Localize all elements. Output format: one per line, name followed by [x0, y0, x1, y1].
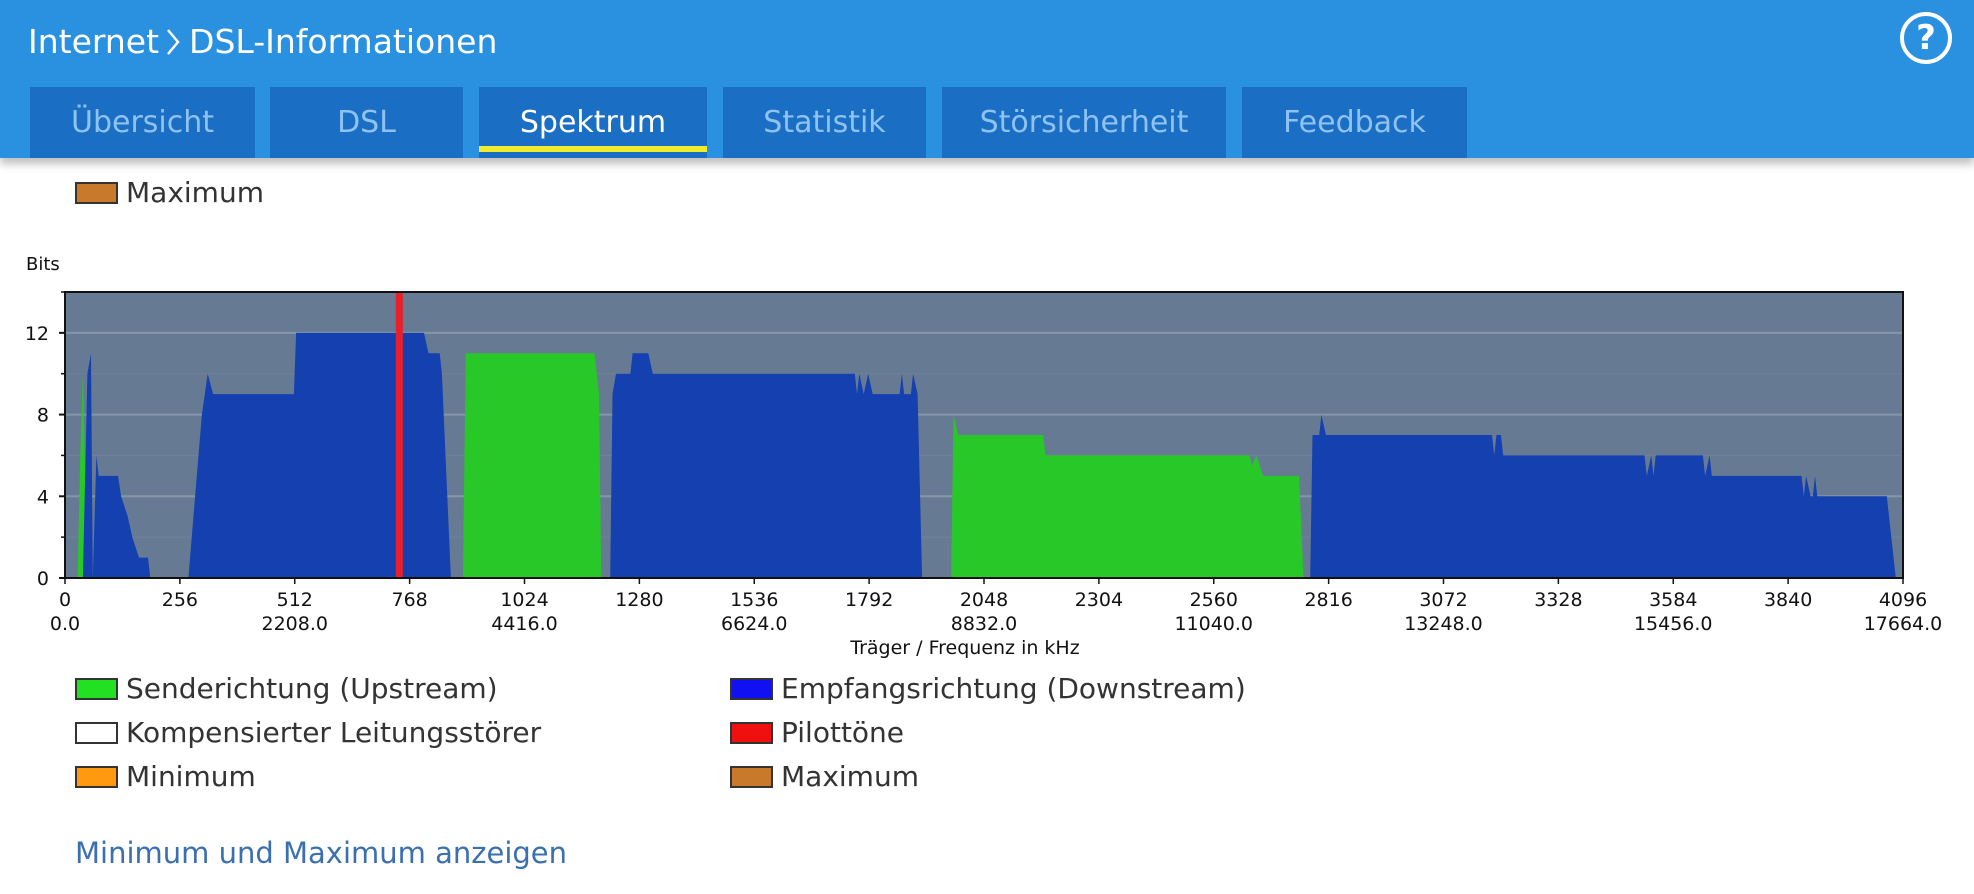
x-tick-label: 3328: [1534, 589, 1582, 611]
tab-statistik[interactable]: Statistik: [723, 87, 926, 158]
x-freq-label: 17664.0: [1864, 613, 1943, 635]
breadcrumb-dsl-informationen: DSL-Informationen: [189, 21, 498, 61]
legend-item-downstream: Empfangsrichtung (Downstream): [730, 672, 1246, 705]
legend-label: Senderichtung (Upstream): [126, 672, 498, 705]
x-tick-label: 512: [277, 589, 313, 611]
legend-swatch: [75, 765, 118, 788]
x-tick-label: 1024: [500, 589, 548, 611]
y-tick-label: 4: [37, 486, 49, 508]
x-tick-label: 2560: [1190, 589, 1238, 611]
series-area: [951, 414, 1304, 578]
tab-dsl[interactable]: DSL: [270, 87, 463, 158]
y-tick-label: 0: [37, 568, 49, 590]
x-tick-label: 1280: [615, 589, 663, 611]
pilot-tone-bar: [395, 292, 403, 578]
tab-stoersicherheit[interactable]: Störsicherheit: [942, 87, 1226, 158]
legend-swatch: [75, 181, 118, 204]
legend-swatch: [75, 677, 118, 700]
x-freq-label: 0.0: [50, 613, 80, 635]
tab-uebersicht[interactable]: Übersicht: [30, 87, 255, 158]
x-freq-label: 11040.0: [1174, 613, 1253, 635]
legend-label: Empfangsrichtung (Downstream): [781, 672, 1246, 705]
tab-spektrum[interactable]: Spektrum: [479, 87, 707, 158]
legend-item-upstream: Senderichtung (Upstream): [75, 672, 498, 705]
x-tick-label: 4096: [1879, 589, 1927, 611]
show-min-max-link[interactable]: Minimum und Maximum anzeigen: [75, 836, 568, 870]
help-icon[interactable]: ?: [1900, 12, 1952, 64]
x-tick-label: 3840: [1764, 589, 1812, 611]
legend-swatch: [730, 765, 773, 788]
legend-item-maximum: Maximum: [730, 760, 919, 793]
x-freq-label: 8832.0: [951, 613, 1017, 635]
x-tick-label: 256: [162, 589, 198, 611]
x-freq-label: 2208.0: [262, 613, 328, 635]
legend-label: Pilottöne: [781, 716, 905, 749]
series-area: [92, 455, 151, 578]
series-area: [463, 353, 602, 578]
chevron-right-icon: [159, 18, 189, 64]
x-axis-label: Träger / Frequenz in kHz: [849, 637, 1079, 659]
x-tick-label: 2816: [1304, 589, 1352, 611]
breadcrumb: Internet DSL-Informationen: [28, 18, 497, 64]
x-freq-label: 4416.0: [491, 613, 557, 635]
y-tick-label: 8: [37, 405, 49, 427]
x-tick-label: 2304: [1075, 589, 1123, 611]
legend-item-compensated: Kompensierter Leitungsstörer: [75, 716, 541, 749]
x-tick-label: 0: [59, 589, 71, 611]
legend-label: Minimum: [126, 760, 256, 793]
legend-swatch: [730, 721, 773, 744]
legend-label: Maximum: [126, 176, 264, 209]
x-freq-label: 6624.0: [721, 613, 787, 635]
x-freq-label: 13248.0: [1404, 613, 1483, 635]
legend-swatch: [75, 721, 118, 744]
legend-label: Maximum: [781, 760, 919, 793]
legend-item-maximum-top: Maximum: [75, 176, 264, 209]
x-tick-label: 768: [391, 589, 427, 611]
y-axis-label: Bits: [26, 254, 60, 275]
tab-feedback[interactable]: Feedback: [1242, 87, 1467, 158]
legend-label: Kompensierter Leitungsstörer: [126, 716, 542, 749]
header-bar: Internet DSL-Informationen ? Übersicht D…: [0, 0, 1974, 158]
x-tick-label: 3584: [1649, 589, 1697, 611]
breadcrumb-internet[interactable]: Internet: [28, 21, 160, 61]
x-tick-label: 1536: [730, 589, 778, 611]
legend-swatch: [730, 677, 773, 700]
x-tick-label: 1792: [845, 589, 893, 611]
y-tick-label: 12: [25, 323, 49, 345]
series-area: [82, 353, 93, 578]
legend-item-minimum: Minimum: [75, 760, 256, 793]
x-tick-label: 3072: [1419, 589, 1467, 611]
series-area: [188, 332, 451, 578]
legend-item-pilot: Pilottöne: [730, 716, 904, 749]
x-tick-label: 2048: [960, 589, 1008, 611]
series-area: [1310, 414, 1896, 578]
spectrum-chart-svg: 0 4 8 12 Bits 0 256 512 768 1024 1280 1536 1792 2048 2…: [25, 254, 1943, 659]
series-area: [610, 353, 923, 578]
spectrum-chart: 0 4 8 12 Bits 0 256 512 768 1024 1280 1536 1792 2048 2…: [0, 240, 1974, 670]
x-freq-label: 15456.0: [1634, 613, 1713, 635]
